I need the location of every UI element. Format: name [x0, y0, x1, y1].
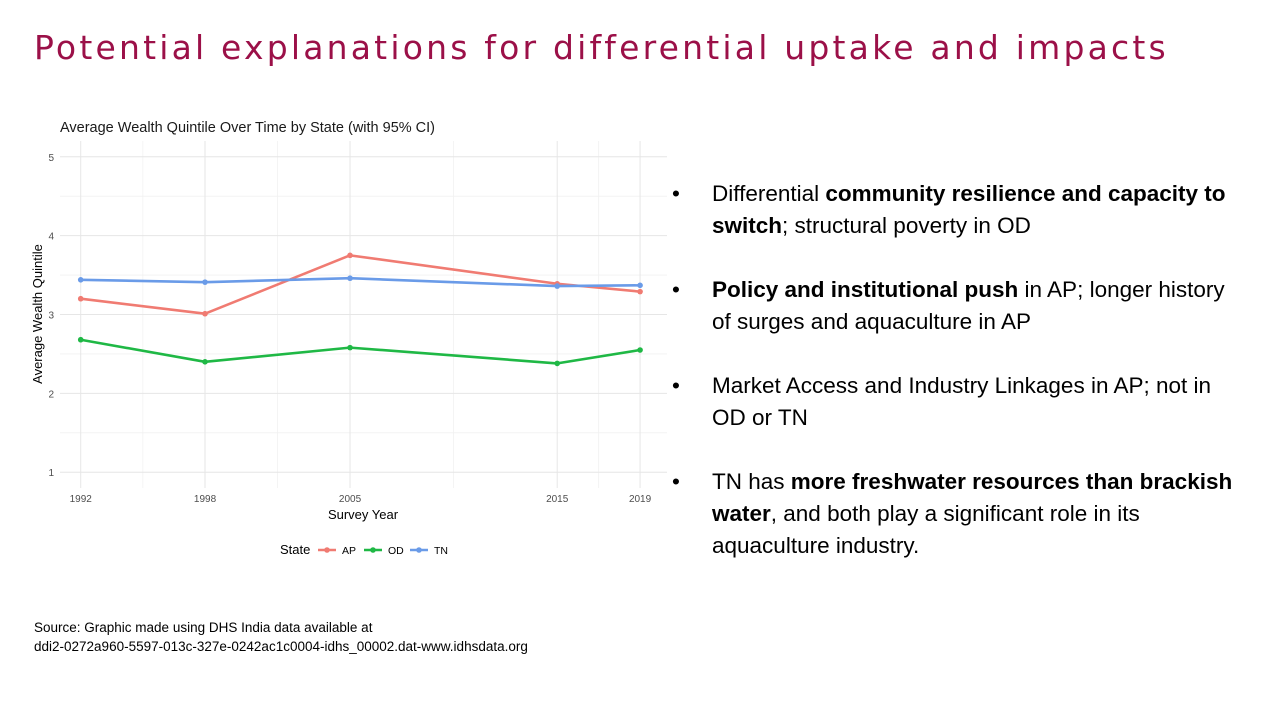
bullet-list: • Differential community resilience and c…: [672, 178, 1242, 594]
y-tick-label: 3: [48, 311, 54, 322]
legend-swatch-dot: [370, 547, 376, 553]
legend-label: TN: [434, 545, 448, 557]
y-tick-label: 4: [48, 232, 54, 243]
x-axis-title: Survey Year: [328, 507, 399, 522]
legend: State AP OD TN: [280, 542, 448, 557]
series-line-od: [80, 338, 641, 365]
bullet-dot: •: [672, 277, 680, 302]
legend-title: State: [280, 542, 310, 557]
bullet-text: Market Access and Industry Linkages in A…: [712, 373, 1212, 430]
data-point-od: [554, 360, 561, 367]
slide-title: Potential explanations for differential …: [34, 28, 1169, 67]
legend-key-od: OD: [364, 545, 404, 557]
bullet-item: • Differential community resilience and c…: [672, 178, 1242, 242]
data-point-ap: [202, 310, 208, 317]
source-line-2: ddi2-0272a960-5597-013c-327e-0242ac1c000…: [34, 639, 528, 654]
y-tick-labels: 1 2 3 4 5: [48, 153, 54, 479]
x-tick-label: 2015: [546, 494, 569, 505]
y-tick-label: 2: [48, 389, 54, 400]
data-point-tn: [554, 283, 561, 289]
data-point-ap: [347, 252, 353, 259]
chart-title: Average Wealth Quintile Over Time by Sta…: [60, 120, 435, 136]
bullet-text-bold: community resilience and capacity to swi…: [712, 181, 1226, 238]
series-points: [77, 252, 643, 367]
legend-swatch-dot: [324, 547, 330, 553]
legend-label: OD: [388, 545, 404, 557]
bullet-text: Differential: [712, 181, 826, 206]
bullet-dot: •: [672, 181, 680, 206]
data-point-ap: [637, 288, 643, 295]
wealth-quintile-chart: Average Wealth Quintile Over Time by Sta…: [20, 108, 680, 578]
grid-major: [60, 141, 667, 488]
bullet-item: • Market Access and Industry Linkages in …: [672, 370, 1242, 434]
bullet-dot: •: [672, 373, 680, 398]
chart-svg: Average Wealth Quintile Over Time by Sta…: [30, 120, 667, 557]
data-point-tn: [202, 279, 208, 285]
x-tick-label: 1992: [70, 494, 93, 505]
y-tick-label: 5: [48, 153, 54, 164]
bullet-text: ; structural poverty in OD: [782, 213, 1031, 238]
data-point-tn: [347, 275, 353, 282]
bullet-dot: •: [672, 469, 680, 494]
source-note: Source: Graphic made using DHS India dat…: [34, 618, 528, 656]
x-tick-label: 2019: [629, 494, 652, 505]
bullet-text: , and both play a significant role in it…: [712, 501, 1140, 558]
bullet-text: TN has: [712, 469, 791, 494]
bullet-text: in AP; longer history of surges and aqua…: [712, 277, 1225, 334]
data-point-od: [77, 336, 84, 343]
legend-key-tn: TN: [410, 545, 448, 557]
data-point-od: [347, 344, 353, 351]
bullet-item: • TN has more freshwater resources than b…: [672, 466, 1242, 562]
data-point-tn: [77, 277, 84, 283]
data-point-tn: [637, 282, 643, 289]
x-tick-labels: 1992 1998 2005 2015 2019: [70, 494, 652, 505]
bullet-text-bold: Policy and institutional push: [712, 277, 1019, 302]
series-lines: [80, 254, 641, 365]
data-point-ap: [77, 295, 84, 302]
y-tick-label: 1: [48, 468, 54, 479]
data-point-od: [637, 347, 643, 353]
source-line-1: Source: Graphic made using DHS India dat…: [34, 620, 373, 635]
legend-label: AP: [342, 545, 356, 557]
legend-key-ap: AP: [318, 545, 356, 557]
data-point-od: [202, 359, 208, 365]
y-axis-title: Average Wealth Quintile: [30, 244, 45, 384]
bullet-text-bold: more freshwater resources than brackish …: [712, 469, 1233, 526]
x-tick-label: 1998: [194, 494, 217, 505]
legend-swatch-dot: [416, 547, 422, 553]
bullet-item: • Policy and institutional push in AP; lo…: [672, 274, 1242, 338]
x-tick-label: 2005: [339, 494, 362, 505]
